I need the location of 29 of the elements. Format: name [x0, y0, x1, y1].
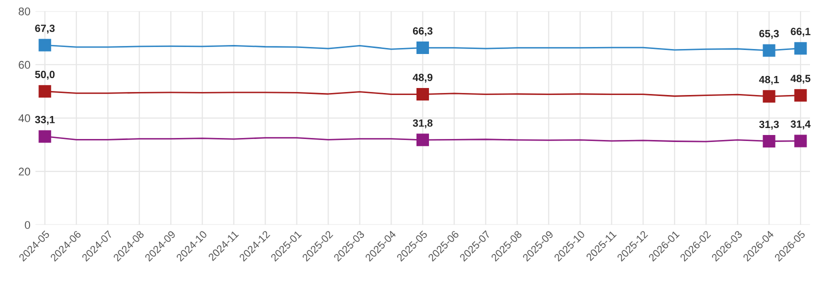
- point: [762, 90, 776, 103]
- y-tick-label: 0: [24, 221, 30, 229]
- point: [38, 85, 52, 98]
- data-label: 50,0: [35, 70, 55, 80]
- data-label: 31,8: [412, 119, 433, 128]
- data-label: 33,1: [34, 116, 55, 125]
- point: [38, 38, 52, 52]
- point: [794, 42, 807, 55]
- y-tick-label: 60: [18, 60, 30, 69]
- y-tick-label: 20: [18, 168, 30, 176]
- y-tick-label: 80: [18, 8, 30, 16]
- point: [762, 44, 776, 57]
- point: [416, 42, 429, 54]
- data-label: 48,9: [412, 74, 432, 83]
- data-label: 67,3: [35, 24, 55, 34]
- point: [38, 130, 52, 143]
- y-tick-label: 40: [18, 114, 30, 122]
- data-label: 48,5: [790, 74, 810, 84]
- point: [794, 134, 807, 148]
- data-label: 48,1: [759, 76, 779, 85]
- point: [762, 134, 776, 148]
- data-label: 31,4: [790, 120, 811, 130]
- data-label: 65,3: [759, 30, 779, 39]
- point: [794, 89, 807, 102]
- point: [416, 134, 429, 146]
- data-label: 66,1: [790, 28, 810, 37]
- point: [416, 88, 429, 101]
- data-label: 66,3: [412, 27, 432, 36]
- data-label: 31,3: [759, 120, 779, 130]
